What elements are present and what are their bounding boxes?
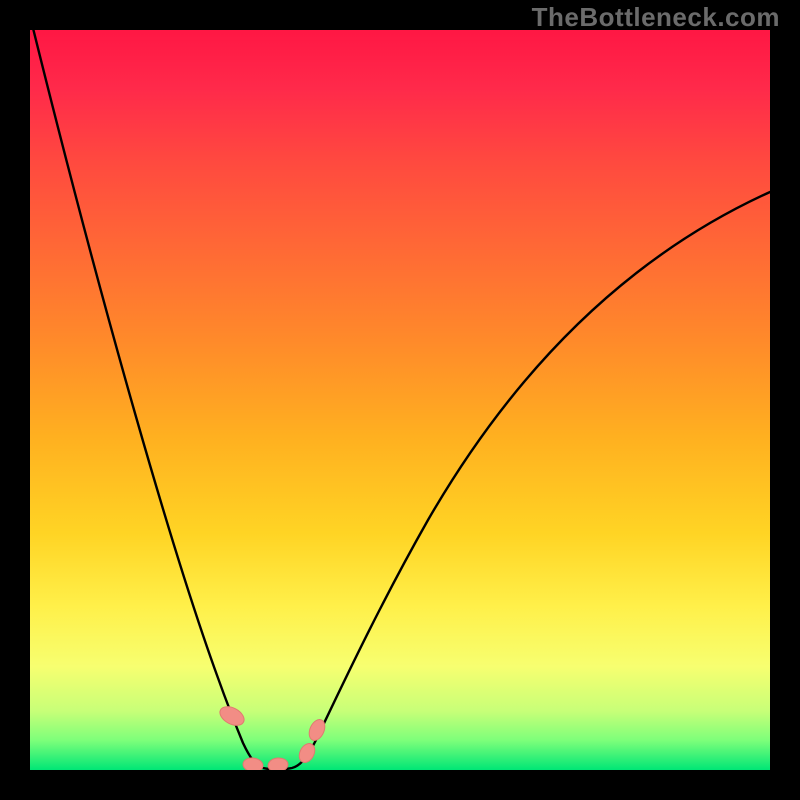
plot-area [30, 16, 770, 773]
watermark-text: TheBottleneck.com [532, 2, 780, 33]
bottleneck-chart [0, 0, 800, 800]
gradient-background [30, 30, 770, 770]
chart-stage: TheBottleneck.com [0, 0, 800, 800]
